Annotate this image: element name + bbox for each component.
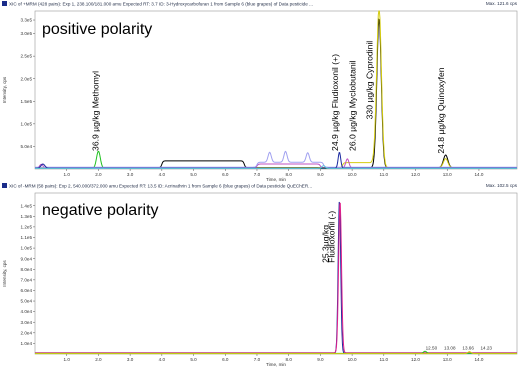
- peak-annotation: 24.9 µg/kg Fludioxonil (+): [330, 54, 340, 151]
- y-tick-label: 1.2e5: [21, 224, 33, 229]
- x-tick-label: 5.0: [190, 357, 197, 362]
- polarity-label: negative polarity: [42, 202, 159, 219]
- y-tick-label: 1.1e5: [21, 235, 33, 240]
- x-tick-label: 12.0: [411, 357, 420, 362]
- y-tick-label: 1.4e5: [21, 203, 33, 208]
- y-tick-label: 8.0e4: [21, 267, 33, 272]
- y-tick-label: 6.0e4: [21, 288, 33, 293]
- y-tick-label: 5.0e4: [21, 144, 33, 149]
- peak-rt-label: 13.08: [444, 345, 456, 350]
- y-axis-label: Intensity, cps: [2, 260, 7, 287]
- x-tick-label: 12.0: [411, 172, 420, 177]
- y-tick-label: 3.3e5: [21, 18, 33, 23]
- y-tick-label: 2.5e5: [21, 54, 33, 59]
- x-axis-label: Time, min: [266, 362, 286, 367]
- x-tick-label: 8.0: [285, 357, 292, 362]
- y-tick-label: 2.0e5: [21, 76, 33, 81]
- x-tick-label: 2.0: [95, 357, 102, 362]
- series-line-0: [35, 202, 517, 353]
- x-tick-label: 13.0: [443, 357, 452, 362]
- y-tick-label: 5.0e4: [21, 299, 33, 304]
- y-tick-label: 1.0e5: [21, 246, 33, 251]
- x-tick-label: 9.0: [317, 172, 324, 177]
- series-line-1: [35, 203, 517, 353]
- x-tick-label: 11.0: [380, 357, 389, 362]
- x-tick-label: 3.0: [127, 172, 134, 177]
- x-tick-label: 4.0: [159, 172, 166, 177]
- y-tick-label: 3.0e4: [21, 320, 33, 325]
- peak-annotation: Fludioxonil (-): [327, 211, 337, 263]
- peak-rt-label: 13.66: [462, 345, 474, 350]
- peak-annotation: 36.9 µg/kg Methomyl: [90, 71, 100, 151]
- y-tick-label: 3.0e5: [21, 31, 33, 36]
- x-tick-label: 6.0: [222, 357, 229, 362]
- peak-annotation: 24.8 µg/kg Quinoxyfen: [436, 67, 446, 153]
- x-tick-label: 9.0: [317, 357, 324, 362]
- peak-annotation: 330 µg/kg Cyprodinil: [365, 41, 375, 120]
- y-tick-label: 1.0e4: [21, 341, 33, 346]
- y-tick-label: 7.0e4: [21, 277, 33, 282]
- y-axis-label: Intensity, cps: [2, 76, 7, 103]
- x-tick-label: 13.0: [443, 172, 452, 177]
- x-tick-label: 14.0: [474, 172, 483, 177]
- x-tick-label: 3.0: [127, 357, 134, 362]
- x-tick-label: 10.0: [348, 357, 357, 362]
- x-tick-label: 14.0: [474, 357, 483, 362]
- positive-polarity-panel: XIC of +MRM (428 pairs): Exp 1, 238.100/…: [0, 0, 519, 180]
- y-tick-label: 4.0e4: [21, 309, 33, 314]
- y-tick-label: 9.0e4: [21, 256, 33, 261]
- y-tick-label: 1.5e5: [21, 99, 33, 104]
- x-tick-label: 8.0: [285, 172, 292, 177]
- x-tick-label: 6.0: [222, 172, 229, 177]
- peak-rt-label: 14.23: [480, 345, 492, 350]
- x-tick-label: 1.0: [64, 357, 71, 362]
- y-tick-label: 2.0e4: [21, 330, 33, 335]
- x-tick-label: 4.0: [159, 357, 166, 362]
- negative-polarity-chart: negative polarity 1.0e4 2.0e4 3.0e4 4.0e4 5.0…: [0, 182, 519, 369]
- negative-polarity-panel: XIC of -MRM (58 pairs): Exp 2, 540.000/3…: [0, 182, 519, 369]
- x-tick-label: 1.0: [64, 172, 71, 177]
- y-tick-label: 1.3e5: [21, 214, 33, 219]
- x-tick-label: 7.0: [254, 172, 261, 177]
- polarity-label: positive polarity: [42, 21, 152, 38]
- x-tick-label: 5.0: [190, 172, 197, 177]
- x-tick-label: 11.0: [380, 172, 389, 177]
- x-tick-label: 2.0: [95, 172, 102, 177]
- peak-rt-label: 12.50: [426, 345, 438, 350]
- positive-polarity-chart: positive polarity 5.0e4 1.0e5 1.5e5 2.0e5 2.5…: [0, 0, 519, 180]
- x-tick-label: 10.0: [348, 172, 357, 177]
- peak-annotation: 26.0 µg/kg Myclobutanil: [347, 60, 357, 151]
- y-tick-label: 1.0e5: [21, 121, 33, 126]
- x-tick-label: 7.0: [254, 357, 261, 362]
